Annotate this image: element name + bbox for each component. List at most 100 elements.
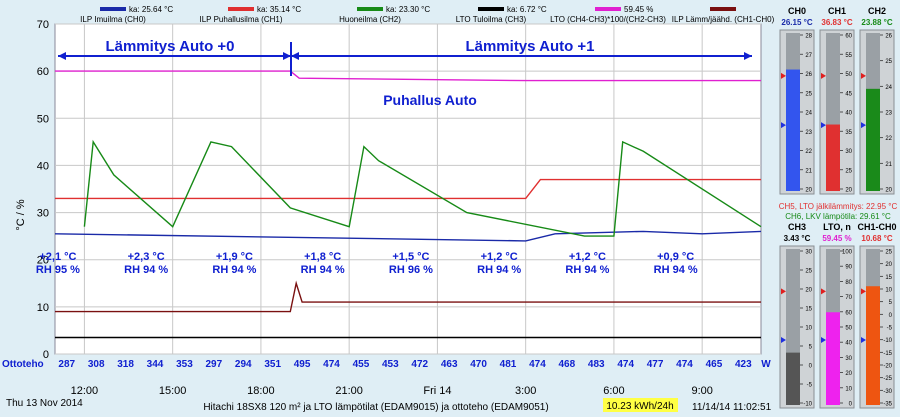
outdoor-temp: +2,3 °C (128, 251, 165, 263)
outdoor-temp: +2,1 °C (39, 251, 76, 263)
legend-average: ka: 6.72 °C (507, 5, 547, 14)
gauge-tick-label: 21 (885, 162, 892, 168)
outdoor-rh: RH 96 % (389, 264, 433, 276)
gauge-tick-label: 23 (885, 111, 892, 117)
arrow-left-icon (58, 52, 66, 60)
ottoteho-value: 468 (559, 359, 576, 370)
gauge-tick-label: 15 (885, 275, 892, 281)
gauge-tick-label: 70 (845, 295, 852, 301)
min-marker-icon (861, 122, 866, 129)
outdoor-rh: RH 95 % (36, 264, 80, 276)
ottoteho-value: 495 (294, 359, 311, 370)
footer-title: Hitachi 18SX8 120 m² ja LTO lämpötilat (… (203, 402, 548, 413)
energy-value: 10.23 kWh/24h (606, 401, 673, 412)
gauge-fill (866, 88, 880, 191)
gauge-value: 23.88 °C (861, 18, 892, 27)
min-marker-icon (861, 336, 866, 343)
annotations: Lämmitys Auto +0 Lämmitys Auto +1 Puhall… (58, 38, 752, 108)
gauge-tick-label: 25 (885, 250, 892, 256)
legend-average: ka: 25.64 °C (129, 5, 173, 14)
max-marker-icon (861, 288, 866, 295)
arrow-right-icon (283, 52, 291, 60)
legend-average: ka: 23.30 °C (386, 5, 430, 14)
gauge-tick-label: 27 (805, 53, 812, 59)
ottoteho-value: 351 (264, 359, 281, 370)
gauge-tick-label: 5 (809, 345, 813, 351)
outdoor-rh: RH 94 % (301, 264, 345, 276)
outdoor-rh: RH 94 % (124, 264, 168, 276)
legend-average: ka: 35.14 °C (257, 5, 301, 14)
ottoteho-value: 474 (617, 359, 634, 370)
outdoor-temp: +1,2 °C (569, 251, 606, 263)
gauge-name: CH0 (788, 6, 806, 16)
max-marker-icon (821, 72, 826, 79)
y-tick-label: 40 (37, 160, 49, 172)
gauge-tick-label: 10 (845, 386, 852, 392)
gauge-tick-label: -5 (807, 383, 813, 389)
gauge-name: CH1 (828, 6, 846, 16)
gauge-tick-label: 21 (805, 168, 812, 174)
info-line-2: CH6, LKV lämpötila: 29.61 °C (785, 212, 891, 221)
gauge-tick-label: 15 (805, 307, 812, 313)
gauge-tick-label: -10 (803, 402, 812, 408)
outdoor-temp: +1,2 °C (481, 251, 518, 263)
y-tick-label: 60 (37, 66, 49, 78)
outdoor-rh: RH 94 % (654, 264, 698, 276)
min-marker-icon (821, 336, 826, 343)
gauge-name: CH2 (868, 6, 886, 16)
min-marker-icon (821, 122, 826, 129)
series-line (55, 280, 761, 313)
gauge-tick-label: 26 (805, 72, 812, 78)
ottoteho-value: 483 (588, 359, 605, 370)
gauge-panel: CH0 26.15 °C 28 27 26 25 24 23 22 21 20 CH1 36.83 °C… (776, 0, 900, 417)
legend-label: ILP Puhallusilma (CH1) (200, 15, 283, 24)
series-line (55, 178, 761, 200)
gauge-fill (786, 352, 800, 405)
gauge-value: 59.45 % (822, 234, 851, 243)
gauge-tick-label: 20 (845, 188, 852, 194)
gauge-tick-label: 55 (845, 53, 852, 59)
gauge-tick-label: 30 (805, 250, 812, 256)
legend-label: ILP Lämm/jäähd. (CH1-CH0) (672, 15, 775, 24)
ottoteho-value: 287 (58, 359, 75, 370)
gauge-tick-label: 24 (885, 85, 892, 91)
y-tick-label: 70 (37, 19, 49, 31)
gauge-tick-label: -35 (883, 402, 892, 408)
ottoteho-value: 472 (411, 359, 428, 370)
gauge-fill (786, 69, 800, 191)
gauge-tick-label: 25 (805, 269, 812, 275)
gauge-tick-label: 20 (805, 288, 812, 294)
gauge-value: 3.43 °C (784, 234, 811, 243)
gauge-tick-label: 45 (845, 91, 852, 97)
gauge-tick-label: 50 (845, 72, 852, 78)
gauge-tick-label: -25 (883, 376, 892, 382)
ottoteho-row: Ottoteho 287 308 318 344 353 297 294 351 495 474 45… (2, 359, 771, 370)
outdoor-rh: RH 94 % (477, 264, 521, 276)
ottoteho-value: 474 (323, 359, 340, 370)
ottoteho-value: 344 (147, 359, 164, 370)
x-tick-label: 12:00 (71, 385, 99, 397)
gauge-name: CH1-CH0 (857, 222, 896, 232)
gauge-value: 26.15 °C (781, 18, 812, 27)
gauge-tick-label: 0 (849, 402, 853, 408)
gauge-tick-label: 50 (845, 326, 852, 332)
gauge-fill (826, 124, 840, 191)
gauge-tick-label: 10 (805, 326, 812, 332)
gauge-tick-label: 5 (889, 300, 893, 306)
arrow-right-icon (744, 52, 752, 60)
gauge-tick-label: 35 (845, 130, 852, 136)
gauge-tick-label: 30 (845, 356, 852, 362)
info-line-1: CH5, LTO jälkilämmitys: 22.95 °C (779, 202, 898, 211)
gauge-tick-label: 40 (845, 111, 852, 117)
gauge-tick-label: 10 (885, 288, 892, 294)
gauge-tick-label: 22 (885, 136, 892, 142)
y-tick-label: 50 (37, 113, 49, 125)
series-line (83, 139, 762, 237)
gauge-tick-label: 90 (845, 265, 852, 271)
outdoor-temp: +1,9 °C (216, 251, 253, 263)
gauge-tick-label: 60 (845, 34, 852, 40)
energy-box (603, 398, 678, 412)
legend-label: Huoneilma (CH2) (339, 15, 401, 24)
max-marker-icon (821, 288, 826, 295)
